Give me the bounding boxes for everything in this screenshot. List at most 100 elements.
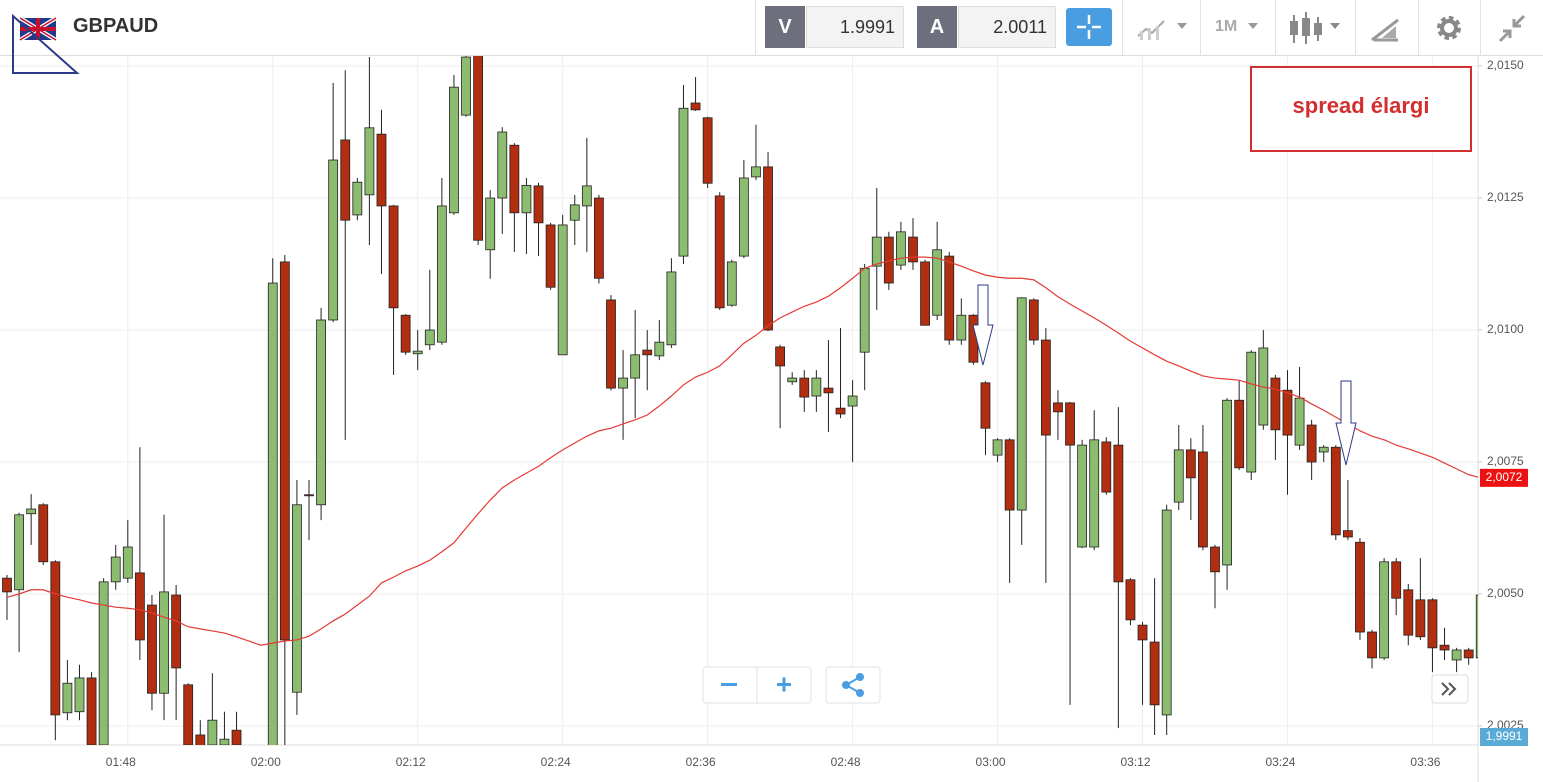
candle-body — [521, 184, 532, 214]
candle-body — [1330, 446, 1341, 536]
candle-body — [992, 439, 1003, 456]
candle-body — [1113, 444, 1124, 583]
zoom-in[interactable] — [777, 677, 791, 692]
candle-body — [473, 56, 484, 241]
candle-body — [1210, 546, 1220, 573]
candle-body — [1137, 624, 1148, 641]
candle-body — [340, 139, 351, 221]
candle-body — [1306, 424, 1317, 463]
x-tick-label: 03:36 — [1410, 755, 1440, 769]
x-tick-label: 03:00 — [976, 755, 1006, 769]
header: GBPAUD V 1.9991 A 2.0011 1M — [0, 0, 1543, 74]
candle-body — [122, 546, 133, 579]
candle-body — [1028, 299, 1039, 341]
candle-body — [62, 682, 73, 714]
separator — [755, 0, 756, 56]
x-tick-label: 02:36 — [686, 755, 716, 769]
candle-body — [581, 185, 592, 207]
candle-body — [497, 131, 508, 199]
separator — [1418, 0, 1419, 56]
candle-body — [1173, 449, 1184, 503]
settings-button[interactable] — [1434, 13, 1464, 43]
bid-price[interactable]: 1.9991 — [806, 6, 904, 48]
candle-body — [1185, 449, 1196, 479]
logo — [12, 14, 80, 74]
button-bg — [1066, 8, 1112, 46]
candle-body — [835, 407, 846, 415]
plot — [2, 56, 1478, 745]
scroll-end[interactable] — [1431, 674, 1469, 704]
candle-body — [2, 577, 12, 593]
candle-body — [908, 236, 918, 263]
candle-body — [231, 729, 242, 745]
timeframe[interactable]: 1M — [1215, 18, 1238, 35]
y-tick-label: 2,0125 — [1487, 190, 1524, 204]
x-tick-label: 01:48 — [106, 755, 136, 769]
bid-label[interactable]: V — [765, 6, 805, 48]
candle-body — [1077, 444, 1088, 548]
icon — [1498, 14, 1526, 43]
ma-tag-label: 2,0072 — [1486, 470, 1523, 484]
candle-body — [461, 56, 471, 116]
candle-body — [847, 395, 858, 407]
candle-body — [1282, 389, 1293, 436]
separator — [1355, 0, 1356, 56]
candle-body — [956, 314, 967, 341]
candle-body — [14, 514, 24, 591]
logo-triangle — [12, 14, 80, 74]
candle-body — [400, 314, 411, 353]
candle-body — [159, 591, 169, 694]
candle-body — [449, 86, 459, 214]
separator — [1480, 0, 1481, 56]
icon — [1302, 18, 1310, 36]
candle-button[interactable] — [1288, 12, 1344, 46]
candle-body — [630, 354, 641, 379]
ask-label[interactable]: A — [917, 6, 957, 48]
zoom-controls — [702, 666, 1469, 704]
scroll-icon — [1441, 682, 1457, 696]
candle-body — [147, 604, 157, 694]
candle-body — [1065, 402, 1075, 446]
icon — [1140, 31, 1143, 40]
candle-body — [1439, 644, 1450, 651]
share-box[interactable] — [825, 666, 881, 704]
draw-button[interactable] — [1370, 14, 1402, 44]
x-tick-label: 02:48 — [831, 755, 861, 769]
candle-body — [1391, 561, 1402, 599]
candle-body — [1246, 351, 1257, 473]
y-tick-label: 2,0100 — [1487, 322, 1524, 336]
candle-body — [702, 117, 713, 184]
x-tick-label: 02:24 — [541, 755, 571, 769]
x-tick-label: 03:24 — [1265, 755, 1295, 769]
candle-body — [509, 144, 520, 214]
crosshair-button[interactable] — [1066, 8, 1112, 46]
candle-body — [811, 377, 822, 397]
ask-price[interactable]: 2.0011 — [958, 6, 1056, 48]
candle-body — [1318, 446, 1329, 453]
candle-body — [920, 261, 930, 326]
candle-body — [666, 271, 677, 346]
candle-body — [1463, 649, 1474, 659]
collapse-button[interactable] — [1496, 13, 1528, 45]
bid-tag — [1480, 728, 1528, 746]
x-tick-label: 02:00 — [251, 755, 281, 769]
y-tick-label: 2,0150 — [1487, 58, 1524, 72]
zoom-out[interactable] — [721, 683, 737, 686]
candle-body — [388, 205, 399, 309]
ma-tag — [1480, 468, 1528, 487]
candle-body — [183, 684, 194, 745]
candle-body — [738, 177, 749, 257]
candle-body — [726, 261, 737, 306]
candle-body — [859, 267, 870, 353]
candle-body — [1234, 399, 1245, 469]
candle-body — [328, 159, 339, 321]
candle-body — [436, 205, 447, 343]
separator — [1200, 0, 1201, 56]
candle-body — [292, 504, 302, 693]
candle-body — [424, 329, 435, 346]
caret — [1248, 23, 1258, 29]
candle-body — [932, 249, 943, 316]
candle-body — [1427, 599, 1438, 649]
chart-type-button[interactable] — [1136, 16, 1192, 42]
candle-body — [1149, 641, 1160, 706]
